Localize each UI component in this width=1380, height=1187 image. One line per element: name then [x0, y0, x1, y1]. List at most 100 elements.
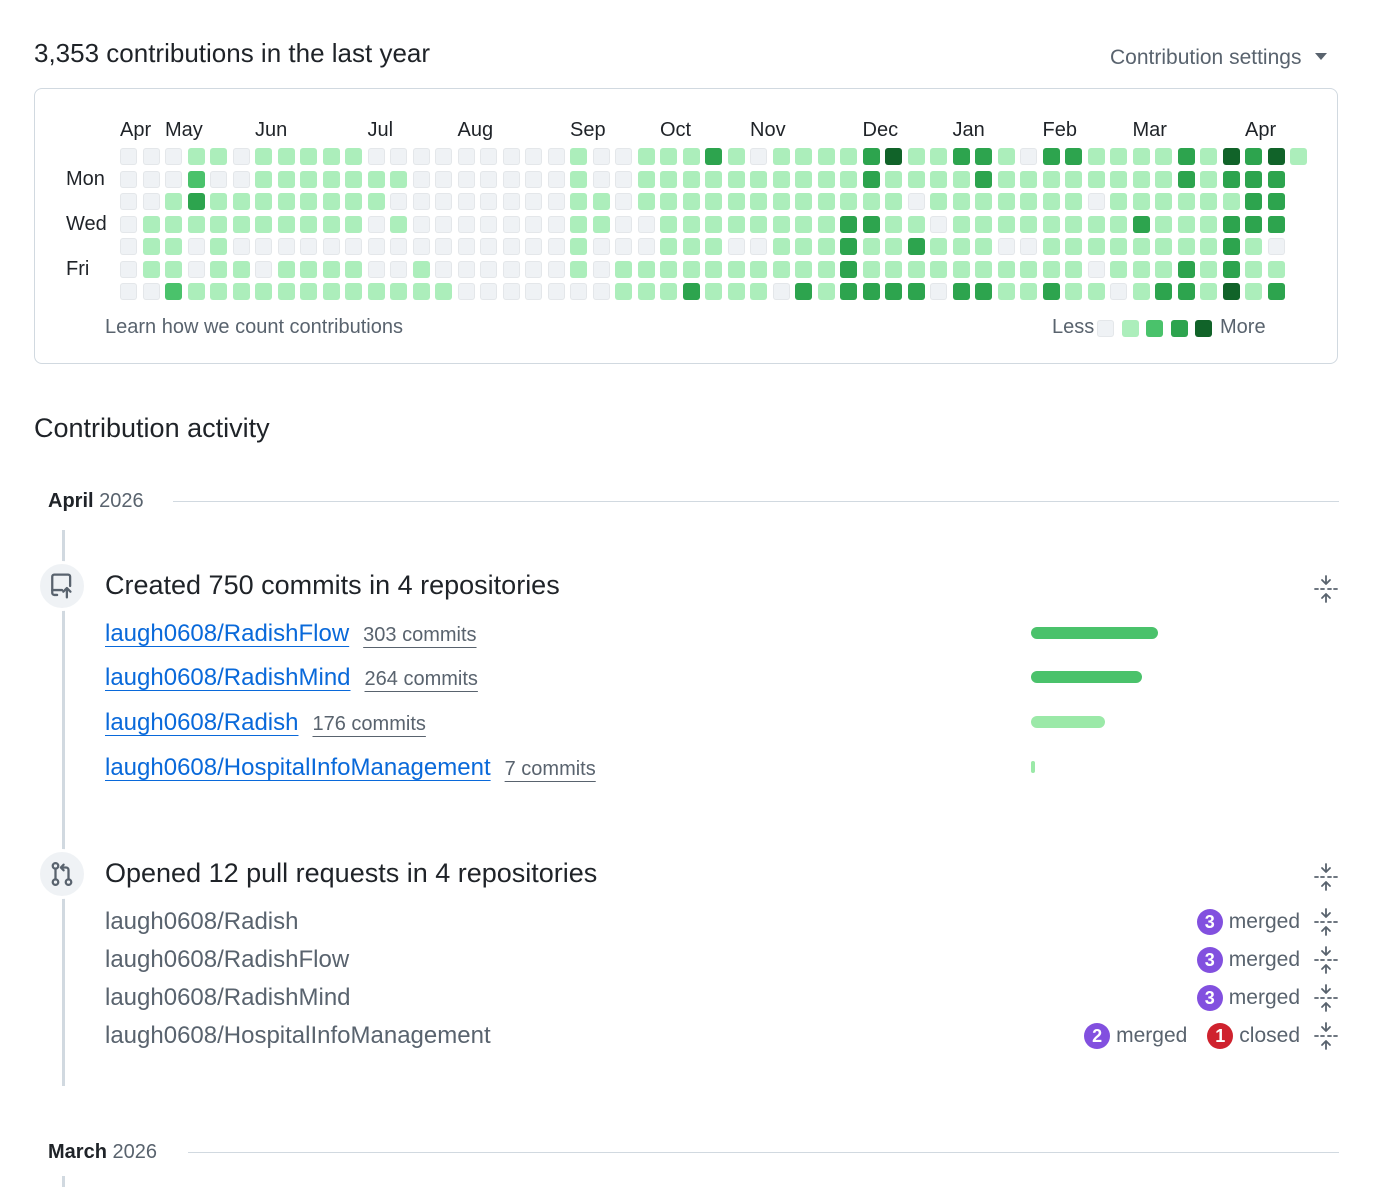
- contribution-day[interactable]: [142, 215, 160, 233]
- contribution-day[interactable]: [795, 260, 812, 278]
- contribution-day[interactable]: [930, 170, 947, 188]
- contribution-day[interactable]: [165, 193, 182, 210]
- contribution-day[interactable]: [705, 238, 722, 255]
- contribution-day[interactable]: [525, 170, 542, 188]
- contribution-day[interactable]: [367, 238, 385, 255]
- contribution-day[interactable]: [322, 148, 340, 165]
- contribution-day[interactable]: [907, 215, 925, 233]
- contribution-day[interactable]: [862, 238, 880, 255]
- contribution-day[interactable]: [1155, 148, 1172, 165]
- contribution-day[interactable]: [502, 283, 520, 300]
- contribution-day[interactable]: [390, 260, 407, 278]
- contribution-day[interactable]: [1132, 193, 1150, 210]
- contribution-day[interactable]: [1042, 170, 1060, 188]
- contribution-day[interactable]: [637, 193, 655, 210]
- contribution-day[interactable]: [1200, 193, 1217, 210]
- contribution-day[interactable]: [1087, 260, 1105, 278]
- contribution-day[interactable]: [502, 170, 520, 188]
- contribution-day[interactable]: [367, 260, 385, 278]
- contribution-day[interactable]: [1177, 170, 1195, 188]
- contribution-day[interactable]: [390, 148, 407, 165]
- contribution-day[interactable]: [1222, 215, 1240, 233]
- contribution-day[interactable]: [885, 215, 902, 233]
- contribution-day[interactable]: [570, 148, 587, 165]
- contribution-day[interactable]: [930, 283, 947, 300]
- contribution-day[interactable]: [232, 283, 250, 300]
- contribution-day[interactable]: [480, 148, 497, 165]
- contribution-day[interactable]: [1155, 260, 1172, 278]
- contribution-day[interactable]: [480, 283, 497, 300]
- contribution-day[interactable]: [1020, 215, 1037, 233]
- contribution-day[interactable]: [795, 148, 812, 165]
- contribution-day[interactable]: [412, 215, 430, 233]
- contribution-day[interactable]: [187, 215, 205, 233]
- contribution-day[interactable]: [772, 193, 790, 210]
- contribution-day[interactable]: [165, 170, 182, 188]
- contribution-day[interactable]: [795, 215, 812, 233]
- contribution-day[interactable]: [255, 260, 272, 278]
- contribution-day[interactable]: [1200, 238, 1217, 255]
- contribution-day[interactable]: [1267, 260, 1285, 278]
- contribution-day[interactable]: [750, 170, 767, 188]
- contribution-day[interactable]: [142, 260, 160, 278]
- contribution-day[interactable]: [1132, 260, 1150, 278]
- contribution-day[interactable]: [1020, 260, 1037, 278]
- contribution-day[interactable]: [1267, 148, 1285, 165]
- contribution-day[interactable]: [885, 260, 902, 278]
- contribution-day[interactable]: [277, 283, 295, 300]
- contribution-day[interactable]: [277, 238, 295, 255]
- contribution-day[interactable]: [817, 148, 835, 165]
- contribution-day[interactable]: [1245, 238, 1262, 255]
- contribution-day[interactable]: [277, 170, 295, 188]
- closed-count-badge[interactable]: 1: [1207, 1023, 1234, 1049]
- contribution-day[interactable]: [997, 260, 1015, 278]
- contribution-day[interactable]: [300, 170, 317, 188]
- contribution-day[interactable]: [1177, 148, 1195, 165]
- contribution-day[interactable]: [525, 260, 542, 278]
- contribution-day[interactable]: [255, 215, 272, 233]
- contribution-day[interactable]: [322, 238, 340, 255]
- contribution-day[interactable]: [187, 283, 205, 300]
- contribution-day[interactable]: [412, 283, 430, 300]
- contribution-day[interactable]: [345, 260, 362, 278]
- contribution-day[interactable]: [1065, 148, 1082, 165]
- contribution-day[interactable]: [435, 148, 452, 165]
- contribution-day[interactable]: [412, 260, 430, 278]
- contribution-day[interactable]: [952, 215, 970, 233]
- contribution-day[interactable]: [840, 193, 857, 210]
- contribution-day[interactable]: [930, 148, 947, 165]
- contribution-day[interactable]: [637, 148, 655, 165]
- contribution-day[interactable]: [930, 193, 947, 210]
- contribution-day[interactable]: [727, 193, 745, 210]
- contribution-day[interactable]: [435, 215, 452, 233]
- contribution-day[interactable]: [862, 283, 880, 300]
- contribution-day[interactable]: [120, 193, 137, 210]
- contribution-day[interactable]: [975, 148, 992, 165]
- contribution-day[interactable]: [1222, 193, 1240, 210]
- contribution-day[interactable]: [817, 283, 835, 300]
- contribution-day[interactable]: [885, 170, 902, 188]
- contribution-day[interactable]: [1200, 260, 1217, 278]
- fold-icon[interactable]: [1313, 907, 1339, 937]
- contribution-day[interactable]: [187, 148, 205, 165]
- repo-link[interactable]: laugh0608/Radish: [105, 709, 299, 736]
- contribution-day[interactable]: [682, 193, 700, 210]
- contribution-day[interactable]: [1245, 148, 1262, 165]
- contribution-day[interactable]: [525, 193, 542, 210]
- contribution-day[interactable]: [525, 148, 542, 165]
- contribution-day[interactable]: [367, 193, 385, 210]
- contribution-day[interactable]: [502, 260, 520, 278]
- contribution-day[interactable]: [232, 170, 250, 188]
- merged-count-badge[interactable]: 2: [1084, 1023, 1111, 1049]
- fold-icon[interactable]: [1313, 945, 1339, 975]
- contribution-day[interactable]: [345, 170, 362, 188]
- repo-link[interactable]: laugh0608/RadishMind: [105, 664, 351, 691]
- contribution-day[interactable]: [390, 238, 407, 255]
- contribution-day[interactable]: [952, 148, 970, 165]
- contribution-day[interactable]: [1155, 170, 1172, 188]
- merged-count-badge[interactable]: 3: [1196, 985, 1223, 1011]
- contribution-day[interactable]: [1132, 148, 1150, 165]
- contribution-day[interactable]: [322, 215, 340, 233]
- contribution-day[interactable]: [210, 215, 227, 233]
- contribution-day[interactable]: [975, 238, 992, 255]
